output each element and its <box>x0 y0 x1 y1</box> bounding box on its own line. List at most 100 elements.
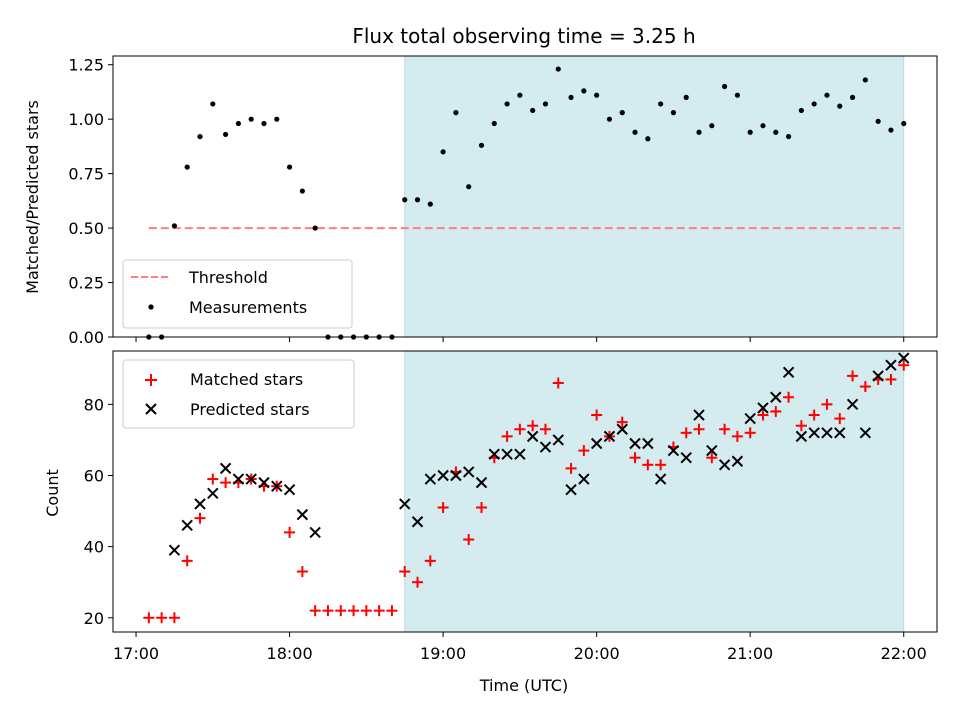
matched-stars-point <box>399 566 411 578</box>
predicted-stars-point <box>706 444 718 457</box>
matched-stars-point <box>284 526 296 538</box>
measurement-point <box>184 164 190 170</box>
count-marks <box>143 352 910 624</box>
measurement-point <box>683 94 689 100</box>
matched-stars-point <box>207 473 219 485</box>
ratio-marks <box>146 66 907 340</box>
predicted-stars-point <box>552 434 564 446</box>
matched-stars-point <box>412 576 424 588</box>
x-tick-label: 22:00 <box>881 644 927 663</box>
predicted-stars-point <box>795 430 808 443</box>
x-tick-label: 19:00 <box>420 644 466 663</box>
measurement-point <box>414 197 421 203</box>
legend-threshold-label: Threshold <box>188 268 268 287</box>
predicted-stars-point <box>411 516 424 528</box>
count-y-axis-label: Count <box>43 469 62 517</box>
measurement-point <box>888 127 894 133</box>
y-tick-label: 1.00 <box>68 110 104 129</box>
measurement-point <box>798 107 804 114</box>
matched-stars-point <box>309 605 321 617</box>
count-legend-box <box>122 359 355 429</box>
matched-stars-point <box>795 420 807 432</box>
measurement-point <box>645 136 651 142</box>
measurement-point <box>747 129 753 135</box>
matched-stars-point <box>424 555 436 567</box>
matched-stars-point <box>463 534 475 546</box>
matched-stars-point <box>719 423 731 435</box>
measurement-point <box>248 116 254 122</box>
predicted-stars-point <box>603 430 616 443</box>
predicted-stars-point <box>219 462 232 475</box>
matched-stars-point <box>501 430 513 442</box>
predicted-stars-point <box>731 455 744 467</box>
matched-stars-point <box>885 373 897 385</box>
measurement-point <box>261 120 267 127</box>
legend-measurements-label: Measurements <box>189 298 307 317</box>
predicted-stars-point <box>450 469 462 482</box>
predicted-stars-point <box>526 430 539 443</box>
predicted-stars-point <box>309 526 321 539</box>
measurement-point <box>901 120 907 127</box>
measurement-point <box>594 92 600 98</box>
predicted-stars-point <box>488 448 500 460</box>
matched-stars-point <box>578 445 590 457</box>
matched-stars-point <box>386 605 398 617</box>
matched-stars-point <box>757 409 769 421</box>
measurement-point <box>760 123 766 129</box>
matched-stars-point <box>322 605 334 617</box>
predicted-stars-point <box>245 473 257 485</box>
predicted-stars-point <box>859 427 872 439</box>
matched-stars-point <box>629 452 641 464</box>
measurement-point <box>286 164 293 170</box>
predicted-stars-point <box>283 484 296 496</box>
predicted-stars-point <box>846 398 859 411</box>
matched-stars-point <box>552 377 564 389</box>
measurement-point <box>427 201 433 207</box>
predicted-stars-point <box>232 473 245 485</box>
predicted-stars-point <box>808 427 820 439</box>
matched-stars-point <box>181 555 193 567</box>
measurement-point <box>491 120 497 127</box>
x-tick-label: 20:00 <box>574 644 620 663</box>
measurement-point <box>312 225 318 231</box>
matched-stars-point <box>616 416 628 428</box>
matched-stars-point <box>168 612 180 624</box>
predicted-stars-point <box>424 473 437 485</box>
y-tick-label: 0.75 <box>68 165 104 184</box>
predicted-stars-point <box>898 352 910 364</box>
predicted-stars-point <box>539 441 552 453</box>
measurement-point <box>824 92 830 98</box>
y-tick-label: 0.00 <box>68 328 104 347</box>
matched-stars-point <box>783 391 795 403</box>
x-tick-label: 21:00 <box>727 644 773 663</box>
legend-predicted-swatch <box>145 403 157 415</box>
measurement-point <box>555 66 561 72</box>
measurement-point <box>530 107 536 114</box>
predicted-stars-point <box>834 427 846 439</box>
measurement-point <box>773 129 779 135</box>
measurement-point <box>222 131 229 138</box>
predicted-stars-point <box>782 366 795 379</box>
count-x-ticks: 17:00 18:00 19:00 20:00 21:00 22:00 <box>113 632 927 663</box>
predicted-stars-point <box>654 473 667 485</box>
predicted-stars-point <box>565 484 577 496</box>
predicted-stars-point <box>770 391 782 403</box>
matched-stars-point <box>847 370 859 382</box>
count-y-ticks: 20 40 60 80 <box>84 395 113 628</box>
legend-measurements-swatch <box>148 304 154 310</box>
predicted-stars-point <box>629 437 641 450</box>
predicted-stars-point <box>680 452 692 464</box>
matched-stars-point <box>527 420 539 432</box>
measurement-point <box>849 94 856 100</box>
matched-stars-point <box>859 381 871 393</box>
y-tick-label: 40 <box>84 538 104 557</box>
predicted-stars-point <box>168 544 181 556</box>
matched-stars-point <box>770 405 782 417</box>
x-tick-label: 17:00 <box>113 644 159 663</box>
predicted-stars-point <box>757 402 769 414</box>
predicted-stars-point <box>616 423 628 435</box>
count-axes-frame <box>112 350 938 633</box>
legend-matched-label: Matched stars <box>190 370 303 389</box>
y-tick-label: 0.50 <box>68 219 104 238</box>
x-axis-label: Time (UTC) <box>479 676 568 695</box>
